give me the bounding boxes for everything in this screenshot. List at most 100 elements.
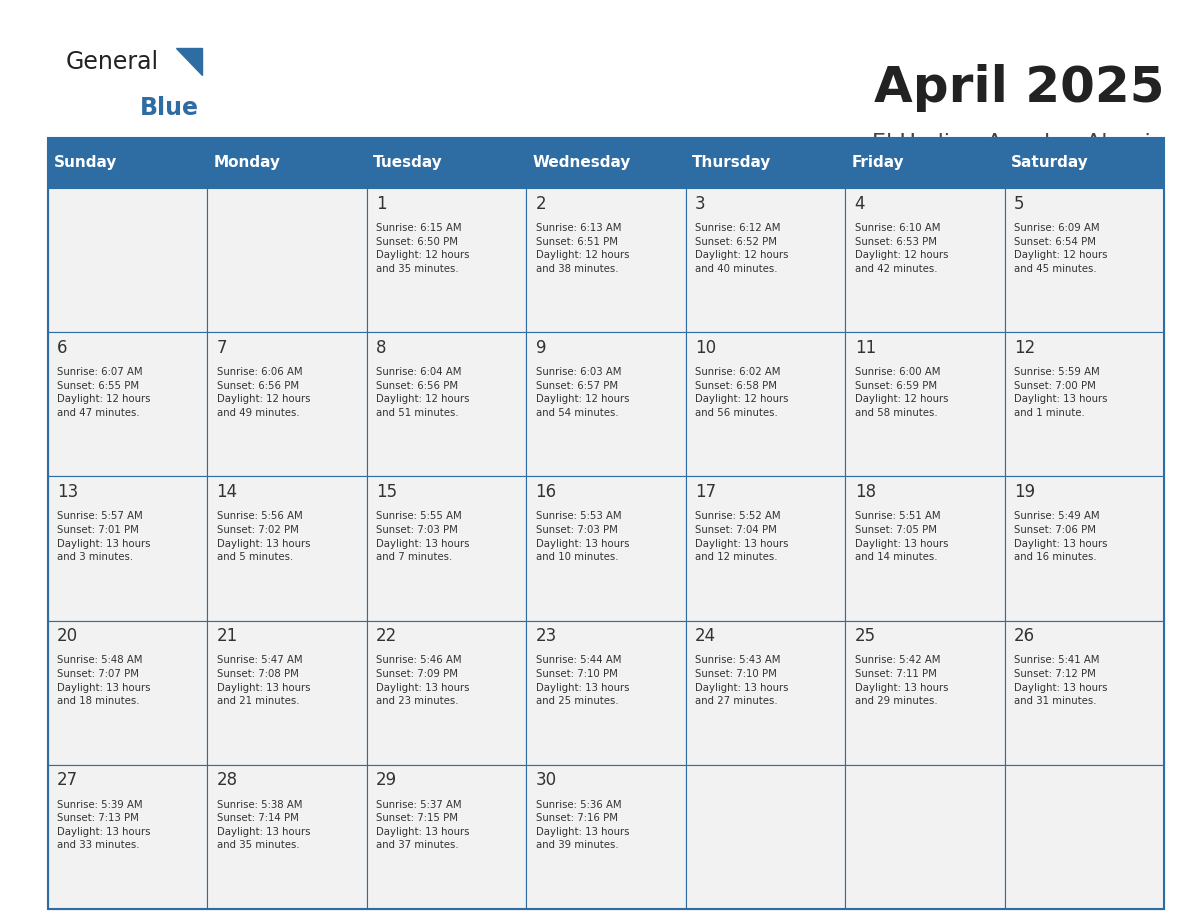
Bar <box>48 476 207 621</box>
Text: 10: 10 <box>695 339 716 357</box>
Text: Sunrise: 6:04 AM
Sunset: 6:56 PM
Daylight: 12 hours
and 51 minutes.: Sunrise: 6:04 AM Sunset: 6:56 PM Dayligh… <box>377 367 469 418</box>
Text: 29: 29 <box>377 771 397 789</box>
Text: Sunrise: 5:48 AM
Sunset: 7:07 PM
Daylight: 13 hours
and 18 minutes.: Sunrise: 5:48 AM Sunset: 7:07 PM Dayligh… <box>57 655 151 706</box>
Text: Thursday: Thursday <box>693 155 771 171</box>
Bar <box>685 332 845 476</box>
Text: Sunrise: 5:38 AM
Sunset: 7:14 PM
Daylight: 13 hours
and 35 minutes.: Sunrise: 5:38 AM Sunset: 7:14 PM Dayligh… <box>216 800 310 850</box>
Bar <box>1005 188 1164 332</box>
Text: 30: 30 <box>536 771 557 789</box>
Bar <box>367 476 526 621</box>
Bar <box>48 188 207 332</box>
Text: Sunrise: 6:02 AM
Sunset: 6:58 PM
Daylight: 12 hours
and 56 minutes.: Sunrise: 6:02 AM Sunset: 6:58 PM Dayligh… <box>695 367 789 418</box>
Text: Sunrise: 5:44 AM
Sunset: 7:10 PM
Daylight: 13 hours
and 25 minutes.: Sunrise: 5:44 AM Sunset: 7:10 PM Dayligh… <box>536 655 630 706</box>
Bar <box>526 476 685 621</box>
Text: 12: 12 <box>1015 339 1036 357</box>
Text: General: General <box>65 50 158 74</box>
Bar <box>845 188 1005 332</box>
Text: Sunrise: 5:57 AM
Sunset: 7:01 PM
Daylight: 13 hours
and 3 minutes.: Sunrise: 5:57 AM Sunset: 7:01 PM Dayligh… <box>57 511 151 562</box>
Text: Sunrise: 6:15 AM
Sunset: 6:50 PM
Daylight: 12 hours
and 35 minutes.: Sunrise: 6:15 AM Sunset: 6:50 PM Dayligh… <box>377 223 469 274</box>
Text: 21: 21 <box>216 627 238 645</box>
Text: 28: 28 <box>216 771 238 789</box>
Text: 16: 16 <box>536 483 557 501</box>
Text: 8: 8 <box>377 339 386 357</box>
Bar <box>526 332 685 476</box>
Text: 14: 14 <box>216 483 238 501</box>
Text: Sunrise: 5:59 AM
Sunset: 7:00 PM
Daylight: 13 hours
and 1 minute.: Sunrise: 5:59 AM Sunset: 7:00 PM Dayligh… <box>1015 367 1107 418</box>
Text: 15: 15 <box>377 483 397 501</box>
Text: 5: 5 <box>1015 195 1025 213</box>
Bar <box>845 765 1005 909</box>
Bar <box>48 332 207 476</box>
Bar <box>1005 476 1164 621</box>
Text: 1: 1 <box>377 195 387 213</box>
Bar <box>685 765 845 909</box>
Text: Sunrise: 5:55 AM
Sunset: 7:03 PM
Daylight: 13 hours
and 7 minutes.: Sunrise: 5:55 AM Sunset: 7:03 PM Dayligh… <box>377 511 469 562</box>
Bar <box>845 332 1005 476</box>
Text: 22: 22 <box>377 627 397 645</box>
Text: 9: 9 <box>536 339 546 357</box>
Text: Friday: Friday <box>852 155 904 171</box>
Text: 27: 27 <box>57 771 78 789</box>
Bar <box>685 476 845 621</box>
Text: Sunrise: 5:52 AM
Sunset: 7:04 PM
Daylight: 13 hours
and 12 minutes.: Sunrise: 5:52 AM Sunset: 7:04 PM Dayligh… <box>695 511 789 562</box>
Bar <box>526 188 685 332</box>
Text: Sunrise: 5:43 AM
Sunset: 7:10 PM
Daylight: 13 hours
and 27 minutes.: Sunrise: 5:43 AM Sunset: 7:10 PM Dayligh… <box>695 655 789 706</box>
Bar <box>48 621 207 765</box>
Text: 6: 6 <box>57 339 68 357</box>
Text: 24: 24 <box>695 627 716 645</box>
Text: Wednesday: Wednesday <box>532 155 631 171</box>
Bar <box>685 621 845 765</box>
Bar <box>1005 332 1164 476</box>
Text: Sunrise: 5:49 AM
Sunset: 7:06 PM
Daylight: 13 hours
and 16 minutes.: Sunrise: 5:49 AM Sunset: 7:06 PM Dayligh… <box>1015 511 1107 562</box>
Text: Sunrise: 5:46 AM
Sunset: 7:09 PM
Daylight: 13 hours
and 23 minutes.: Sunrise: 5:46 AM Sunset: 7:09 PM Dayligh… <box>377 655 469 706</box>
Bar <box>207 476 367 621</box>
Text: Blue: Blue <box>140 96 200 120</box>
Text: Sunrise: 6:06 AM
Sunset: 6:56 PM
Daylight: 12 hours
and 49 minutes.: Sunrise: 6:06 AM Sunset: 6:56 PM Dayligh… <box>216 367 310 418</box>
Text: Sunrise: 6:10 AM
Sunset: 6:53 PM
Daylight: 12 hours
and 42 minutes.: Sunrise: 6:10 AM Sunset: 6:53 PM Dayligh… <box>854 223 948 274</box>
Text: 20: 20 <box>57 627 78 645</box>
Text: Sunday: Sunday <box>53 155 118 171</box>
Text: 7: 7 <box>216 339 227 357</box>
Bar <box>367 332 526 476</box>
Text: 23: 23 <box>536 627 557 645</box>
Bar <box>367 765 526 909</box>
Text: 18: 18 <box>854 483 876 501</box>
Text: 13: 13 <box>57 483 78 501</box>
Bar <box>48 138 1164 188</box>
Bar <box>367 188 526 332</box>
Bar <box>845 621 1005 765</box>
Text: Sunrise: 5:42 AM
Sunset: 7:11 PM
Daylight: 13 hours
and 29 minutes.: Sunrise: 5:42 AM Sunset: 7:11 PM Dayligh… <box>854 655 948 706</box>
Text: Sunrise: 5:53 AM
Sunset: 7:03 PM
Daylight: 13 hours
and 10 minutes.: Sunrise: 5:53 AM Sunset: 7:03 PM Dayligh… <box>536 511 630 562</box>
Text: Sunrise: 6:09 AM
Sunset: 6:54 PM
Daylight: 12 hours
and 45 minutes.: Sunrise: 6:09 AM Sunset: 6:54 PM Dayligh… <box>1015 223 1107 274</box>
Text: 4: 4 <box>854 195 865 213</box>
Text: Sunrise: 6:00 AM
Sunset: 6:59 PM
Daylight: 12 hours
and 58 minutes.: Sunrise: 6:00 AM Sunset: 6:59 PM Dayligh… <box>854 367 948 418</box>
Text: Sunrise: 5:37 AM
Sunset: 7:15 PM
Daylight: 13 hours
and 37 minutes.: Sunrise: 5:37 AM Sunset: 7:15 PM Dayligh… <box>377 800 469 850</box>
Text: Sunrise: 5:51 AM
Sunset: 7:05 PM
Daylight: 13 hours
and 14 minutes.: Sunrise: 5:51 AM Sunset: 7:05 PM Dayligh… <box>854 511 948 562</box>
Text: Saturday: Saturday <box>1011 155 1089 171</box>
Bar <box>526 765 685 909</box>
Text: 17: 17 <box>695 483 716 501</box>
Text: 19: 19 <box>1015 483 1035 501</box>
Text: El Hadjar, Annaba, Algeria: El Hadjar, Annaba, Algeria <box>872 133 1164 153</box>
Bar <box>685 188 845 332</box>
Text: Tuesday: Tuesday <box>373 155 443 171</box>
Text: Sunrise: 5:56 AM
Sunset: 7:02 PM
Daylight: 13 hours
and 5 minutes.: Sunrise: 5:56 AM Sunset: 7:02 PM Dayligh… <box>216 511 310 562</box>
Bar <box>48 138 1164 909</box>
Bar <box>1005 765 1164 909</box>
Bar <box>1005 621 1164 765</box>
Polygon shape <box>176 48 202 75</box>
Text: 11: 11 <box>854 339 876 357</box>
Bar <box>48 765 207 909</box>
Text: 26: 26 <box>1015 627 1035 645</box>
Text: 25: 25 <box>854 627 876 645</box>
Bar <box>845 476 1005 621</box>
Text: Sunrise: 6:07 AM
Sunset: 6:55 PM
Daylight: 12 hours
and 47 minutes.: Sunrise: 6:07 AM Sunset: 6:55 PM Dayligh… <box>57 367 151 418</box>
Text: Sunrise: 6:12 AM
Sunset: 6:52 PM
Daylight: 12 hours
and 40 minutes.: Sunrise: 6:12 AM Sunset: 6:52 PM Dayligh… <box>695 223 789 274</box>
Text: Sunrise: 6:13 AM
Sunset: 6:51 PM
Daylight: 12 hours
and 38 minutes.: Sunrise: 6:13 AM Sunset: 6:51 PM Dayligh… <box>536 223 630 274</box>
Text: Sunrise: 5:39 AM
Sunset: 7:13 PM
Daylight: 13 hours
and 33 minutes.: Sunrise: 5:39 AM Sunset: 7:13 PM Dayligh… <box>57 800 151 850</box>
Bar <box>207 621 367 765</box>
Bar <box>207 332 367 476</box>
Text: Monday: Monday <box>214 155 280 171</box>
Bar <box>207 188 367 332</box>
Bar <box>367 621 526 765</box>
